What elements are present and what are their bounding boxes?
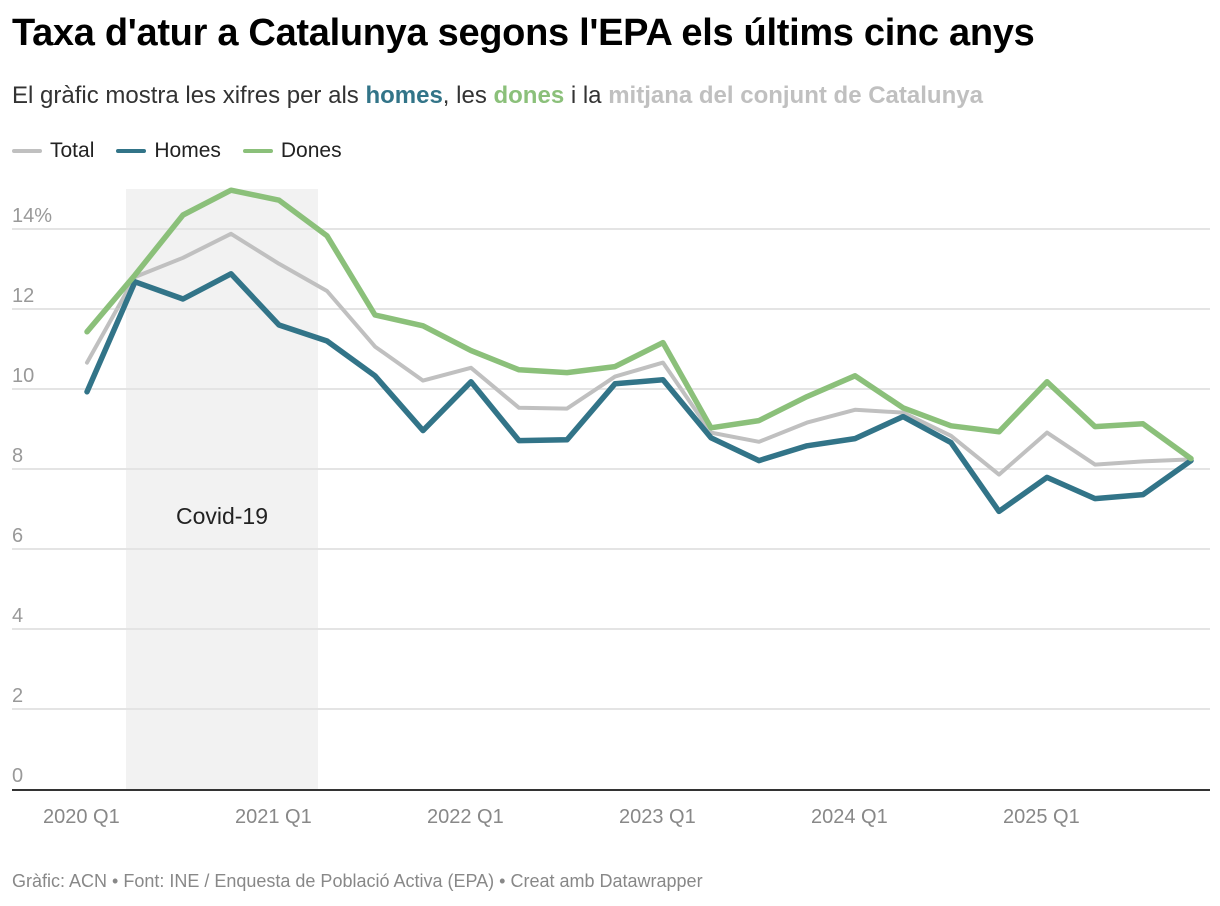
y-tick-label: 14% (12, 205, 52, 227)
legend-label: Dones (280, 139, 342, 162)
chart-title: Taxa d'atur a Catalunya segons l'EPA els… (12, 12, 1035, 54)
legend-item-dones: Dones (242, 139, 342, 163)
legend-label: Total (50, 139, 95, 162)
legend-item-total: Total (12, 139, 94, 163)
y-tick-label: 2 (12, 685, 23, 707)
chart-subtitle: El gràfic mostra les xifres per als home… (12, 82, 983, 110)
x-tick-label: 2020 Q1 (43, 806, 120, 828)
x-tick-label: 2025 Q1 (1003, 806, 1080, 828)
y-tick-label: 12 (12, 285, 34, 307)
series-line-dones (84, 187, 1194, 462)
covid-label: Covid-19 (176, 503, 268, 529)
y-tick-label: 4 (12, 605, 23, 627)
subtitle-homes: homes (365, 82, 443, 109)
series-line-homes (84, 271, 1194, 515)
y-tick-label: 0 (12, 765, 23, 787)
x-tick-label: 2023 Q1 (619, 806, 696, 828)
legend-swatch (12, 149, 42, 153)
subtitle-text: i la (564, 82, 609, 109)
x-tick-label: 2022 Q1 (427, 806, 504, 828)
x-tick-label: 2021 Q1 (235, 806, 312, 828)
subtitle-total: mitjana del conjunt de Catalunya (608, 82, 983, 109)
subtitle-text: El gràfic mostra les xifres per als (12, 82, 366, 109)
legend-label: Homes (154, 139, 221, 162)
legend-swatch (242, 149, 273, 153)
y-tick-label: 8 (12, 445, 23, 467)
legend-swatch (116, 149, 147, 153)
y-tick-label: 10 (12, 365, 34, 387)
legend-item-homes: Homes (116, 139, 221, 163)
series-line-total (85, 231, 1193, 477)
footer-credits: Gràfic: ACN • Font: INE / Enquesta de Po… (12, 871, 703, 891)
x-tick-label: 2024 Q1 (811, 806, 888, 828)
legend: Total Homes Dones (12, 139, 342, 163)
subtitle-text: , les (442, 82, 494, 109)
subtitle-dones: dones (493, 82, 565, 109)
y-tick-label: 6 (12, 525, 23, 547)
